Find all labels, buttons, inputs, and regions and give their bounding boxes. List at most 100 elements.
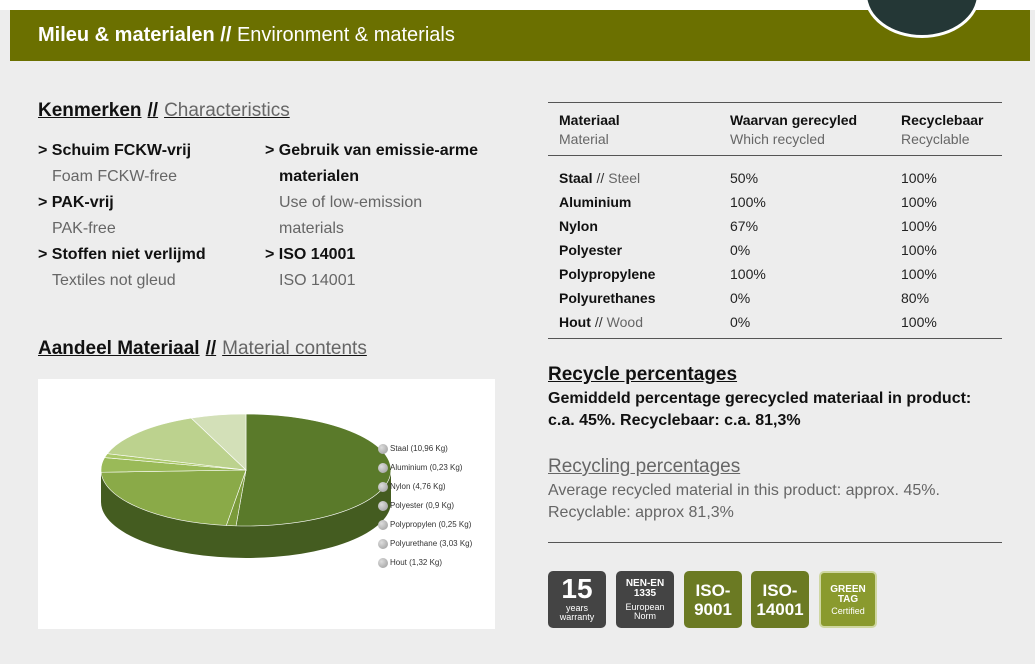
material-name: Polypropylene bbox=[559, 266, 656, 282]
recycle-text-nl: Gemiddeld percentage gerecycled materiaa… bbox=[548, 390, 972, 429]
legend-label: Aluminium (0,23 Kg) bbox=[390, 463, 463, 472]
legend-label: Polypropylen (0,25 Kg) bbox=[390, 520, 472, 529]
heading-nl: Aandeel Materiaal bbox=[38, 338, 200, 359]
iso-14001-badge: ISO- 14001 bbox=[751, 571, 809, 628]
pie-slice-nylon bbox=[100, 469, 247, 526]
legend-item: Staal (10,96 Kg) bbox=[378, 439, 472, 458]
char-item-en: Textiles not gleud bbox=[52, 272, 176, 289]
badge-text: warranty bbox=[559, 612, 595, 622]
recyclable-value: 100% bbox=[890, 310, 1002, 339]
legend-bullet-icon bbox=[378, 557, 388, 568]
char-item-nl: > Schuim FCKW-vrij bbox=[38, 142, 192, 159]
legend-item: Polypropylen (0,25 Kg) bbox=[378, 515, 472, 534]
badge-text: European bbox=[625, 602, 665, 612]
material-name: Polyurethanes bbox=[559, 290, 656, 306]
char-item-en: PAK-free bbox=[52, 220, 116, 237]
table-row: Hout//Wood 0% 100% bbox=[548, 310, 1002, 339]
pie-slice-polyurethane bbox=[106, 417, 247, 471]
table-header-row: Materiaal Material Waarvan gerecyled Which… bbox=[548, 102, 1002, 156]
recyclable-value: 100% bbox=[901, 242, 937, 258]
top-strip bbox=[0, 0, 1035, 10]
column-header-nl: Waarvan gerecyled bbox=[730, 112, 858, 128]
badge-text: TAG bbox=[837, 594, 859, 605]
section-header: Mileu & materialen // Environment & mate… bbox=[10, 0, 1030, 61]
page-title: Mileu & materialen // Environment & mate… bbox=[38, 24, 455, 47]
material-name: Hout//Wood bbox=[548, 310, 719, 339]
iso-9001-badge: ISO- 9001 bbox=[684, 571, 742, 628]
recycle-text-en: Average recycled material in this produc… bbox=[548, 482, 940, 521]
pie-chart-panel: Staal (10,96 Kg) Aluminium (0,23 Kg) Nyl… bbox=[38, 379, 495, 629]
badge-text: ISO- bbox=[762, 581, 798, 600]
legend-item: Polyester (0,9 Kg) bbox=[378, 496, 472, 515]
characteristics-right: > Gebruik van emissie-arme materialen Us… bbox=[265, 138, 478, 294]
material-name-en: Wood bbox=[606, 314, 643, 330]
heading-en: Characteristics bbox=[164, 100, 290, 121]
legend-label: Polyurethane (3,03 Kg) bbox=[390, 539, 473, 548]
legend-label: Polyester (0,9 Kg) bbox=[390, 501, 455, 510]
material-name: Polyester bbox=[559, 242, 623, 258]
char-item-en-cont: materials bbox=[279, 220, 344, 237]
badge-text: NEN-EN bbox=[625, 578, 665, 589]
column-header: Recyclebaar Recyclable bbox=[890, 102, 1002, 156]
material-name: Nylon bbox=[559, 218, 598, 234]
badge-text: GREEN bbox=[830, 584, 866, 595]
recycled-value: 100% bbox=[730, 194, 766, 210]
material-name-separator: // bbox=[594, 314, 603, 330]
column-header: Waarvan gerecyled Which recycled bbox=[719, 102, 890, 156]
column-header-en: Recyclable bbox=[901, 131, 970, 147]
table-row: Polypropylene 100% 100% bbox=[548, 262, 1002, 286]
corner-logo-circle bbox=[864, 0, 980, 38]
badge-text: Certified bbox=[831, 606, 865, 616]
heading-separator: // bbox=[205, 338, 217, 359]
pie-slice-hout bbox=[190, 413, 247, 471]
table-row: Polyester 0% 100% bbox=[548, 238, 1002, 262]
materials-table: Materiaal Material Waarvan gerecyled Which… bbox=[548, 102, 1002, 339]
badge-text: ISO- bbox=[695, 581, 731, 600]
column-header: Materiaal Material bbox=[548, 102, 719, 156]
pie-side bbox=[101, 470, 391, 558]
title-nl: Mileu & materialen bbox=[38, 24, 215, 46]
char-item-nl-cont: materialen bbox=[279, 168, 360, 185]
legend-bullet-icon bbox=[378, 443, 388, 454]
characteristics-left: > Schuim FCKW-vrij Foam FCKW-free > PAK-… bbox=[38, 138, 206, 294]
recycled-value: 100% bbox=[730, 266, 766, 282]
char-item-en: ISO 14001 bbox=[279, 272, 356, 289]
legend-bullet-icon bbox=[378, 519, 388, 530]
warranty-badge: 15 years warranty bbox=[548, 571, 606, 628]
recyclable-value: 100% bbox=[901, 218, 937, 234]
char-item-nl: > Gebruik van emissie-arme bbox=[265, 142, 478, 159]
recyclable-value: 100% bbox=[901, 170, 937, 186]
recycled-value: 0% bbox=[719, 310, 890, 339]
characteristics-heading: Kenmerken//Characteristics bbox=[38, 100, 290, 122]
legend-item: Aluminium (0,23 Kg) bbox=[378, 458, 472, 477]
recyclable-value: 100% bbox=[901, 266, 937, 282]
pie-chart bbox=[100, 413, 392, 558]
char-item-en: Use of low-emission bbox=[279, 194, 423, 211]
badge-text: Norm bbox=[634, 611, 656, 621]
recycled-value: 0% bbox=[730, 242, 751, 258]
legend-item: Nylon (4,76 Kg) bbox=[378, 477, 472, 496]
table-row: Nylon 67% 100% bbox=[548, 214, 1002, 238]
legend-bullet-icon bbox=[378, 500, 388, 511]
heading-separator: // bbox=[147, 100, 159, 121]
title-en: Environment & materials bbox=[236, 24, 455, 46]
material-name-nl: Staal bbox=[559, 170, 593, 186]
legend-bullet-icon bbox=[378, 462, 388, 473]
recycle-heading-nl: Recycle percentages bbox=[548, 364, 738, 385]
heading-en: Material contents bbox=[222, 338, 367, 359]
material-name-nl: Hout bbox=[559, 314, 591, 330]
legend-label: Nylon (4,76 Kg) bbox=[390, 482, 446, 491]
legend-item: Hout (1,32 Kg) bbox=[378, 553, 472, 572]
char-item-en: Foam FCKW-free bbox=[52, 168, 178, 185]
legend-label: Staal (10,96 Kg) bbox=[390, 444, 448, 453]
material-name: Staal//Steel bbox=[548, 156, 719, 191]
badge-text: 1335 bbox=[633, 588, 657, 599]
warranty-years: 15 bbox=[561, 573, 593, 604]
column-header-en: Material bbox=[559, 131, 609, 147]
green-tag-badge: GREEN TAG Certified bbox=[819, 571, 877, 628]
column-header-nl: Recyclebaar bbox=[901, 112, 984, 128]
recycled-value: 50% bbox=[730, 170, 759, 186]
column-header-nl: Materiaal bbox=[559, 112, 620, 128]
material-name-separator: // bbox=[596, 170, 605, 186]
table-row: Aluminium 100% 100% bbox=[548, 190, 1002, 214]
